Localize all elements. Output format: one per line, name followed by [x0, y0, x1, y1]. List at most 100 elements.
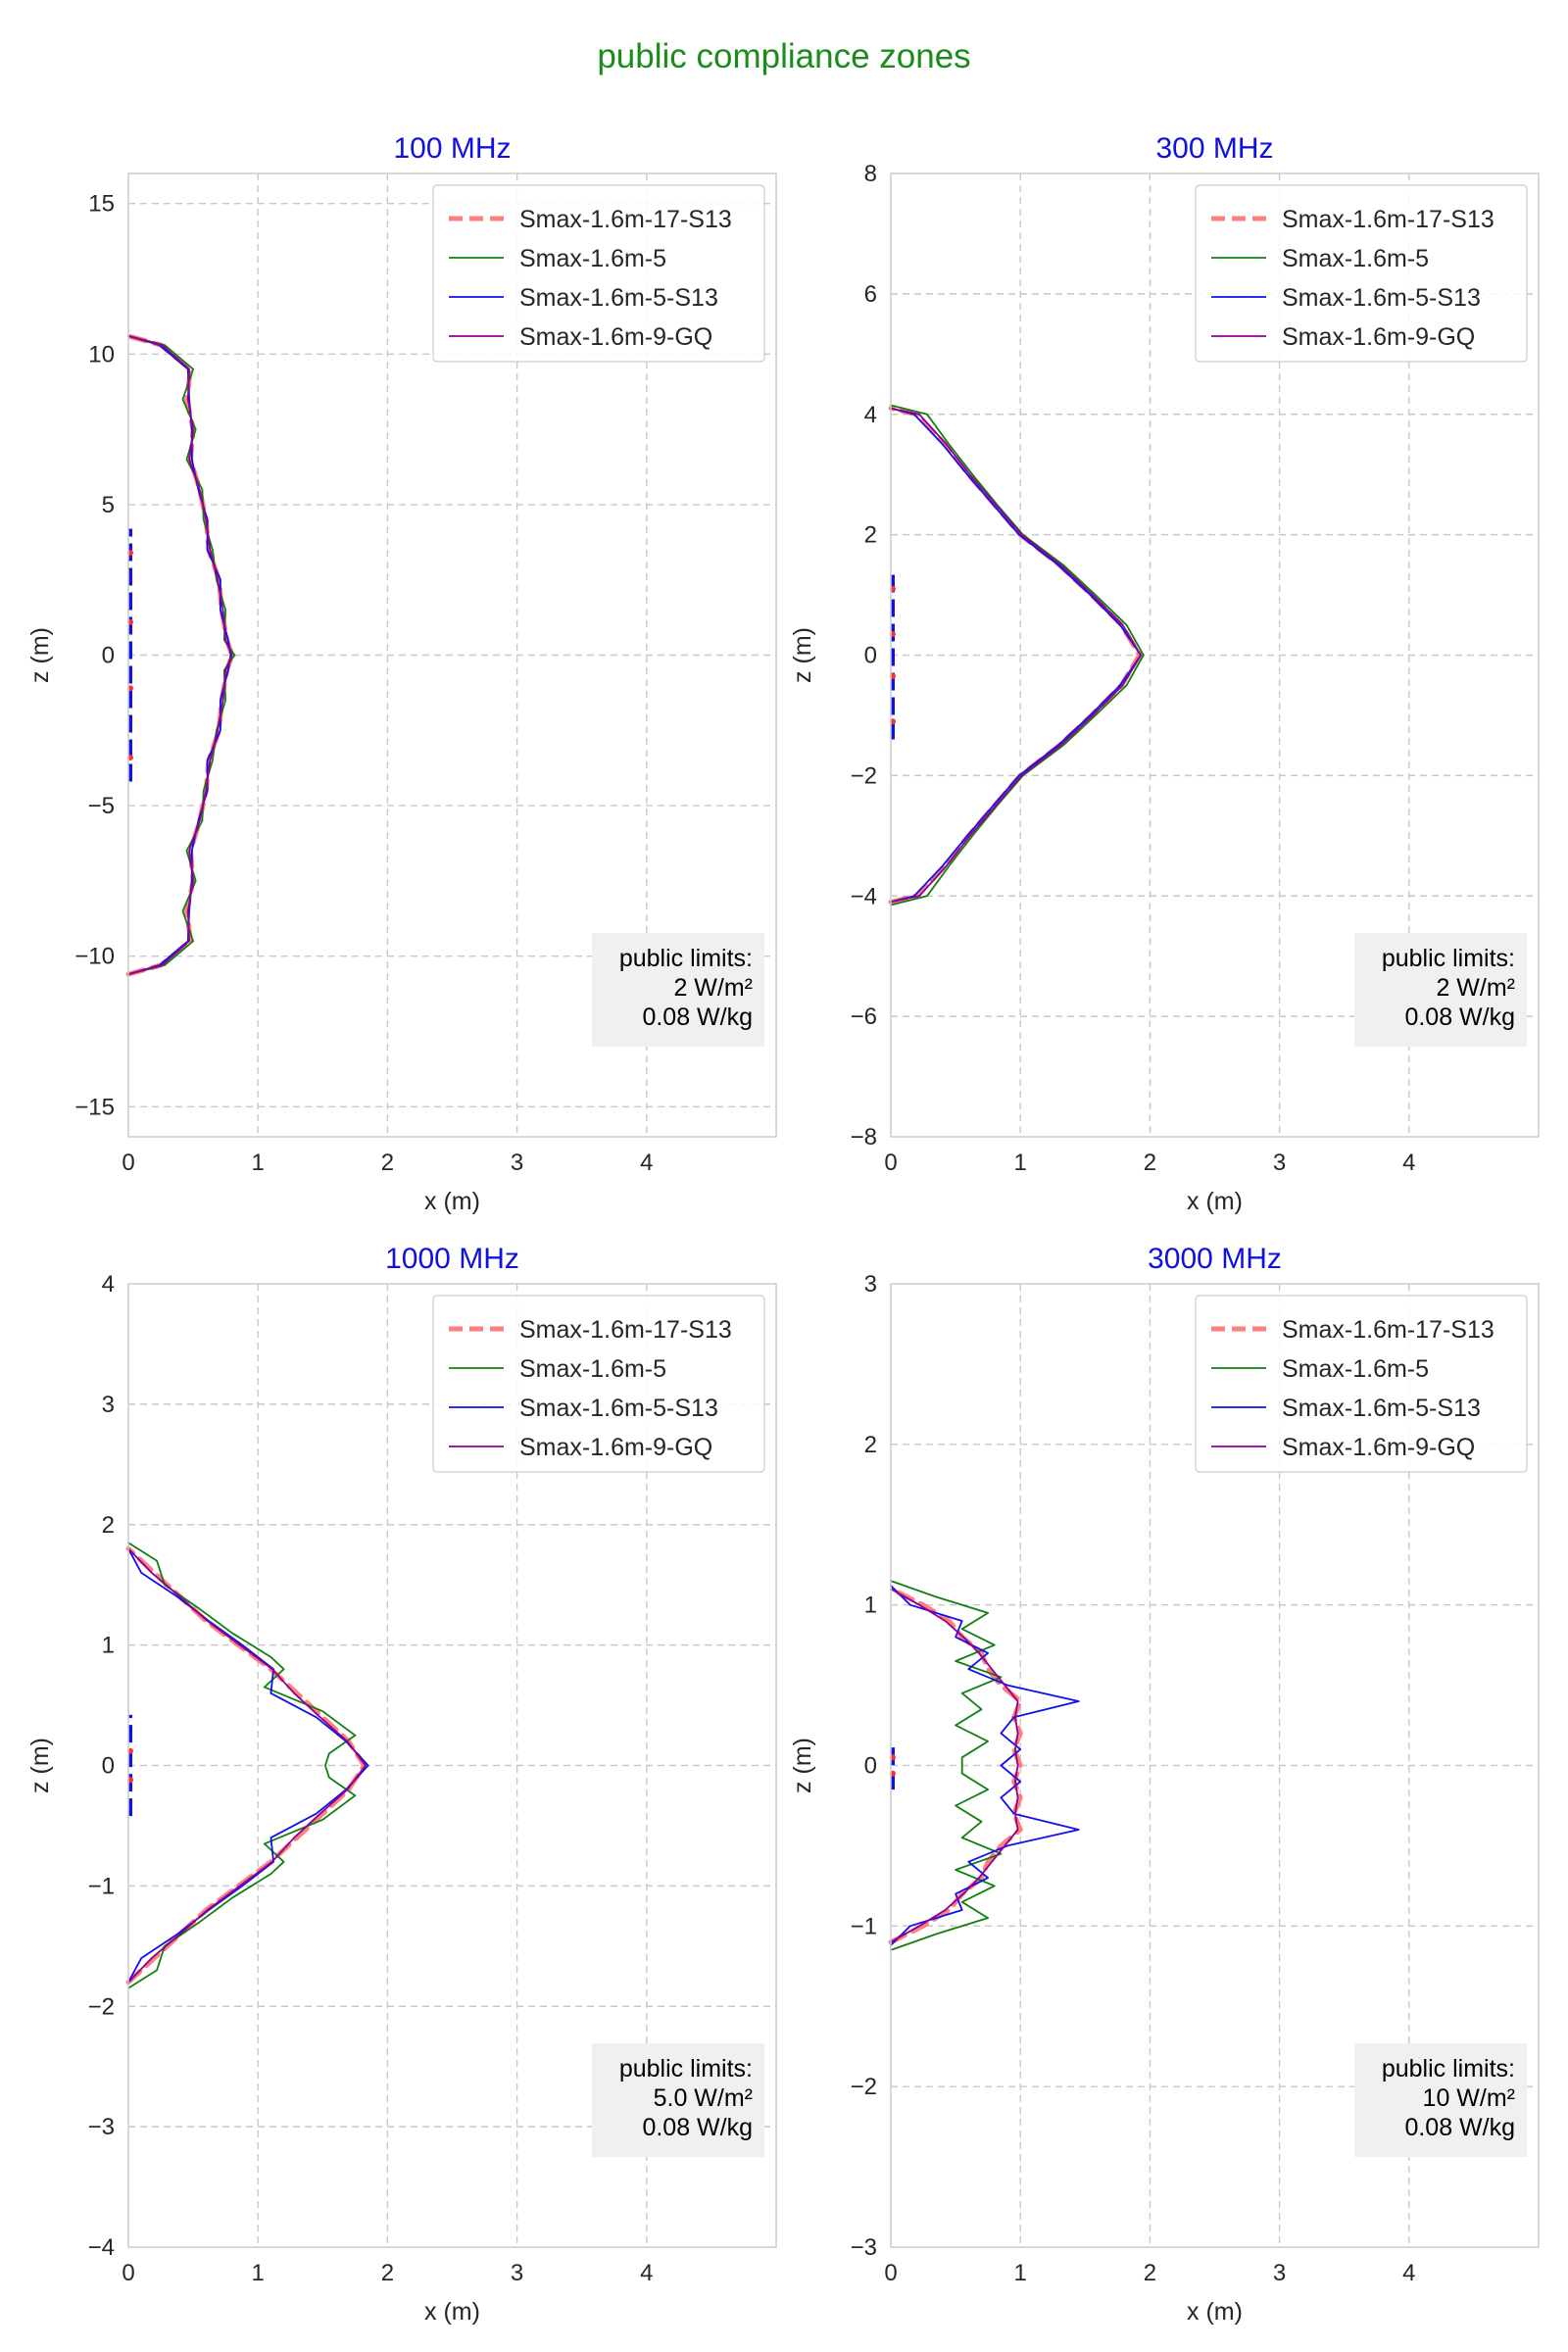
y-tick-label: 3 [864, 1271, 877, 1298]
y-tick-label: 4 [102, 1271, 115, 1298]
limits-text-line: 0.08 W/kg [1404, 1004, 1515, 1031]
y-tick-label: −2 [88, 1993, 115, 2020]
chart-panel-1: 0 1 2 3 4 −15 −10 −5 0 5 10 15 x (m) z (m) 100 MHz Smax… [26, 132, 777, 1215]
legend-box [432, 184, 765, 363]
y-tick-label: −2 [851, 762, 877, 789]
limits-text-line: public limits: [619, 945, 753, 972]
y-axis-label: z (m) [26, 627, 54, 683]
limits-text-line: 0.08 W/kg [642, 2114, 753, 2141]
x-tick-label: 1 [1014, 1150, 1027, 1176]
legend-box [432, 1295, 765, 1473]
chart-panel-3: 0 1 2 3 4 −4 −3 −2 −1 0 1 2 3 4 x (m) z (m) 1000 MHz Smax… [26, 1243, 777, 2326]
y-tick-label: −8 [851, 1124, 877, 1151]
x-tick-label: 4 [640, 1150, 653, 1176]
y-tick-label: 15 [88, 191, 115, 218]
legend-entry-label: Smax-1.6m-5-S13 [519, 284, 718, 312]
legend-box [1195, 1295, 1528, 1473]
series-line-Smax-1.6m-9-GQ [890, 407, 1142, 904]
plot-frame [890, 1283, 1540, 2248]
limits-text-line: 2 W/m² [1436, 974, 1515, 1002]
plot-frame [890, 172, 1540, 1138]
x-tick-label: 1 [252, 2260, 265, 2286]
panel-title: 1000 MHz [385, 1243, 519, 1275]
limits-text-line: public limits: [1382, 945, 1515, 972]
y-tick-label: −4 [88, 2234, 115, 2261]
y-tick-label: 6 [864, 281, 877, 308]
series-line-Smax-1.6m-5 [127, 1542, 357, 1989]
x-tick-label: 2 [1144, 2260, 1156, 2286]
y-tick-label: −5 [88, 793, 115, 819]
limits-box [1354, 2043, 1527, 2157]
x-tick-label: 2 [381, 1150, 394, 1176]
y-axis-label: z (m) [789, 1738, 816, 1793]
y-tick-label: 0 [864, 643, 877, 669]
series-line-Smax-1.6m-9-GQ [890, 1588, 1019, 1943]
x-tick-label: 3 [511, 1150, 523, 1176]
legend-entry-label: Smax-1.6m-5 [519, 245, 666, 272]
x-tick-label: 3 [1273, 2260, 1286, 2286]
legend-entry-label: Smax-1.6m-9-GQ [519, 1434, 712, 1461]
y-tick-label: 1 [864, 1592, 877, 1619]
y-tick-label: −1 [851, 1913, 877, 1939]
series-line-Smax-1.6m-5 [890, 1580, 1003, 1951]
y-tick-label: 4 [864, 402, 877, 428]
x-tick-label: 4 [1402, 2260, 1415, 2286]
legend-entry-label: Smax-1.6m-5 [1282, 1355, 1429, 1383]
y-tick-label: 3 [102, 1392, 115, 1418]
x-axis-label: x (m) [424, 1188, 480, 1215]
limits-box [1354, 933, 1527, 1047]
legend-entry-label: Smax-1.6m-5 [519, 1355, 666, 1383]
limits-text-line: 10 W/m² [1423, 2084, 1515, 2112]
x-tick-label: 4 [1402, 1150, 1415, 1176]
legend-entry-label: Smax-1.6m-5-S13 [519, 1395, 718, 1422]
y-tick-label: 5 [102, 492, 115, 518]
legend-entry-label: Smax-1.6m-9-GQ [519, 323, 712, 351]
y-axis-label: z (m) [26, 1738, 54, 1793]
panel-title: 100 MHz [393, 132, 511, 165]
x-tick-label: 0 [122, 1150, 134, 1176]
x-axis-label: x (m) [1187, 1188, 1243, 1215]
panel-title: 3000 MHz [1148, 1243, 1282, 1275]
series-line-Smax-1.6m-17-S13 [888, 406, 1143, 905]
series-line-Smax-1.6m-17-S13 [888, 1586, 1023, 1945]
y-tick-label: 0 [102, 643, 115, 669]
series-line-Smax-1.6m-5-S13 [127, 334, 232, 975]
limits-box [592, 2043, 764, 2157]
legend-entry-label: Smax-1.6m-17-S13 [1282, 206, 1494, 233]
legend-entry-label: Smax-1.6m-9-GQ [1282, 323, 1475, 351]
legend-entry-label: Smax-1.6m-5-S13 [1282, 1395, 1481, 1422]
limits-text-line: public limits: [1382, 2055, 1515, 2082]
y-tick-label: −15 [74, 1094, 115, 1120]
series-line-Smax-1.6m-9-GQ [127, 334, 233, 975]
y-tick-label: −3 [851, 2234, 877, 2261]
y-tick-label: 2 [864, 1432, 877, 1458]
x-axis-label: x (m) [424, 2298, 480, 2326]
plot-frame [127, 172, 777, 1138]
x-tick-label: 2 [381, 2260, 394, 2286]
y-tick-label: −4 [851, 883, 877, 909]
x-tick-label: 0 [122, 2260, 134, 2286]
y-tick-label: 8 [864, 161, 877, 187]
y-tick-label: −3 [88, 2114, 115, 2140]
limits-text-line: public limits: [619, 2055, 753, 2082]
x-tick-label: 3 [1273, 1150, 1286, 1176]
x-tick-label: 3 [511, 2260, 523, 2286]
plot-frame [127, 1283, 777, 2248]
y-axis-label: z (m) [789, 627, 816, 683]
limits-text-line: 0.08 W/kg [1404, 2114, 1515, 2141]
y-tick-label: 10 [88, 341, 115, 368]
x-tick-label: 1 [1014, 2260, 1027, 2286]
legend-entry-label: Smax-1.6m-5 [1282, 245, 1429, 272]
y-tick-label: −10 [74, 944, 115, 970]
limits-text-line: 5.0 W/m² [654, 2084, 753, 2112]
panel-title: 300 MHz [1155, 132, 1273, 165]
legend-box [1195, 184, 1528, 363]
y-tick-label: 2 [864, 522, 877, 549]
legend-entry-label: Smax-1.6m-17-S13 [1282, 1316, 1494, 1344]
series-line-Smax-1.6m-5-S13 [890, 1585, 1080, 1946]
x-axis-label: x (m) [1187, 2298, 1243, 2326]
chart-panel-2: 0 1 2 3 4 −8 −6 −4 −2 0 2 4 6 8 x (m) z (m) 300 MHz Smax-… [789, 132, 1540, 1215]
x-tick-label: 0 [884, 1150, 897, 1176]
y-tick-label: 2 [102, 1512, 115, 1539]
